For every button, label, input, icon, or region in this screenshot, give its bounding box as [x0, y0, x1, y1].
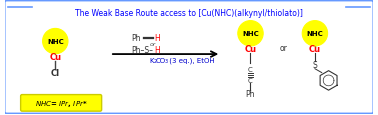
- Circle shape: [302, 21, 328, 47]
- Text: 3: 3: [164, 59, 167, 64]
- Text: or: or: [150, 42, 156, 46]
- Text: H: H: [154, 34, 160, 43]
- Text: Ph–S–: Ph–S–: [132, 45, 153, 54]
- FancyBboxPatch shape: [21, 95, 102, 111]
- Text: H: H: [154, 45, 160, 54]
- Text: NHC: NHC: [307, 31, 323, 37]
- Text: Cl: Cl: [51, 69, 60, 77]
- Text: $\it{NHC}$= $\it{IPr}$, $\it{IPr}$*: $\it{NHC}$= $\it{IPr}$, $\it{IPr}$*: [35, 98, 87, 108]
- Circle shape: [238, 21, 263, 47]
- Text: S: S: [313, 61, 317, 70]
- Text: The Weak Base Route access to [Cu(NHC)(alkynyl/thiolato)]: The Weak Base Route access to [Cu(NHC)(a…: [75, 9, 303, 18]
- Text: Cu: Cu: [309, 44, 321, 53]
- Text: NHC: NHC: [242, 31, 259, 37]
- Text: Ph: Ph: [132, 34, 141, 43]
- Text: CO: CO: [156, 57, 166, 63]
- Text: K: K: [149, 57, 153, 63]
- Text: or: or: [280, 43, 288, 52]
- Circle shape: [43, 29, 68, 54]
- Text: Ph: Ph: [246, 89, 255, 98]
- Text: 2: 2: [153, 59, 156, 64]
- FancyBboxPatch shape: [5, 1, 373, 114]
- Text: Cu: Cu: [245, 44, 257, 53]
- Text: C: C: [248, 78, 253, 84]
- Text: Cu: Cu: [49, 52, 61, 61]
- Text: NHC: NHC: [47, 39, 64, 45]
- Text: (3 eq.), EtOH: (3 eq.), EtOH: [167, 57, 214, 64]
- Text: C: C: [248, 66, 253, 72]
